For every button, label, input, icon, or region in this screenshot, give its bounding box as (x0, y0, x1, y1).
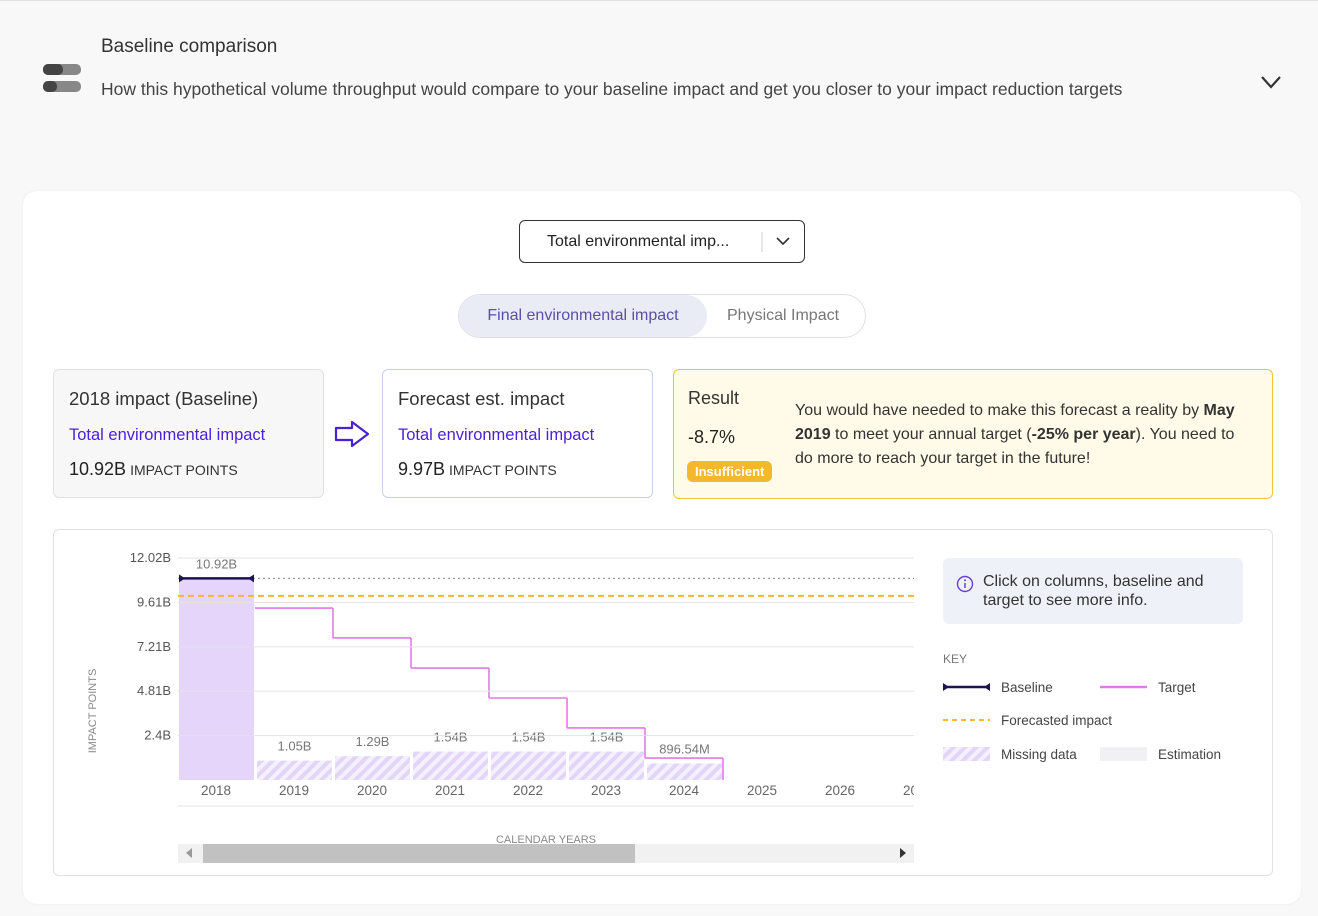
y-tick-label: 12.02B (130, 550, 171, 565)
legend-label: Forecasted impact (1001, 713, 1112, 728)
value-label: 896.54M (659, 741, 710, 756)
dropdown-arrow (761, 232, 790, 252)
bar (179, 578, 254, 780)
section-title: Baseline comparison (101, 36, 278, 57)
text-bold: -25% per year (1031, 426, 1136, 443)
section-icon (43, 64, 81, 92)
scroll-right[interactable] (900, 848, 906, 858)
forecast-card: Forecast est. impact Total environmental… (382, 369, 653, 498)
legend-label: Estimation (1158, 747, 1221, 762)
x-tick-label: 2027 (903, 783, 933, 798)
result-badge: Insufficient (687, 461, 773, 482)
x-tick-label: 2024 (669, 783, 700, 798)
collapse-chevron[interactable] (1259, 73, 1285, 93)
y-tick-label: 4.81B (137, 683, 171, 698)
card-unit: IMPACT POINTS (130, 462, 238, 478)
section-description: How this hypothetical volume throughput … (101, 79, 1123, 99)
bar (413, 751, 488, 780)
impact-dropdown[interactable]: Total environmental imp... (519, 220, 805, 263)
x-tick-label: 2019 (279, 783, 309, 798)
x-tick-label: 2020 (357, 783, 387, 798)
x-axis-label: CALENDAR YEARS (496, 834, 596, 846)
result-card: Result -8.7% Insufficient You would have… (673, 369, 1273, 499)
scroll-left[interactable] (186, 848, 192, 858)
info-icon (956, 575, 974, 593)
tab-group: Final environmental impact Physical Impa… (458, 294, 866, 338)
card-title: 2018 impact (Baseline) (69, 388, 259, 409)
bar (491, 751, 566, 780)
value-label: 1.05B (278, 739, 312, 754)
x-tick-label: 2023 (591, 783, 621, 798)
text: to meet your annual target ( (830, 426, 1032, 443)
y-tick-label: 7.21B (137, 639, 171, 654)
info-box: Click on columns, baseline and target to… (943, 558, 1243, 624)
text: ). You need to do more to reach your tar… (795, 426, 1235, 467)
scrollbar-thumb[interactable] (203, 844, 635, 863)
bar (335, 756, 410, 780)
legend-title: KEY (943, 652, 967, 666)
legend-swatch (1100, 747, 1147, 761)
text: You would have needed to make this forec… (795, 402, 1204, 419)
x-tick-label: 2026 (825, 783, 855, 798)
bar (647, 763, 722, 780)
legend-swatch (943, 747, 990, 761)
card-title: Forecast est. impact (398, 388, 565, 409)
dropdown-value: Total environmental imp... (547, 233, 730, 250)
tab-active[interactable]: Final environmental impact (459, 295, 707, 337)
legend-label: Target (1158, 680, 1196, 695)
legend-label: Missing data (1001, 747, 1077, 762)
x-tick-label: 2018 (201, 783, 231, 798)
result-text: You would have needed to make this forec… (795, 399, 1255, 471)
info-text: Click on columns, baseline and target to… (983, 573, 1204, 609)
card-metric: Total environmental impact (398, 426, 595, 444)
tab[interactable]: Physical Impact (727, 307, 840, 324)
result-title: Result (688, 388, 740, 408)
x-tick-label: 2022 (513, 783, 543, 798)
result-value: -8.7% (688, 427, 736, 447)
value-label: 1.29B (356, 734, 390, 749)
bar (257, 760, 332, 780)
baseline-card: 2018 impact (Baseline) Total environment… (53, 369, 324, 498)
chart-box (53, 529, 1273, 876)
x-tick-label: 2021 (435, 783, 465, 798)
value-label: 1.54B (434, 730, 468, 745)
bar (569, 751, 644, 780)
card-value: 10.92B (69, 459, 127, 479)
arrow-icon (334, 420, 370, 448)
card-value: 9.97B (398, 459, 446, 479)
y-tick-label: 2.4B (144, 728, 171, 743)
y-tick-label: 9.61B (137, 595, 171, 610)
card-unit: IMPACT POINTS (449, 462, 557, 478)
y-axis-label: IMPACT POINTS (87, 669, 99, 754)
legend-label: Baseline (1001, 680, 1053, 695)
x-tick-label: 2025 (747, 783, 777, 798)
card-metric: Total environmental impact (69, 426, 266, 444)
text-bold: May 2019 (795, 402, 1235, 443)
value-label: 10.92B (196, 556, 237, 571)
value-label: 1.54B (590, 730, 624, 745)
value-label: 1.54B (512, 730, 546, 745)
